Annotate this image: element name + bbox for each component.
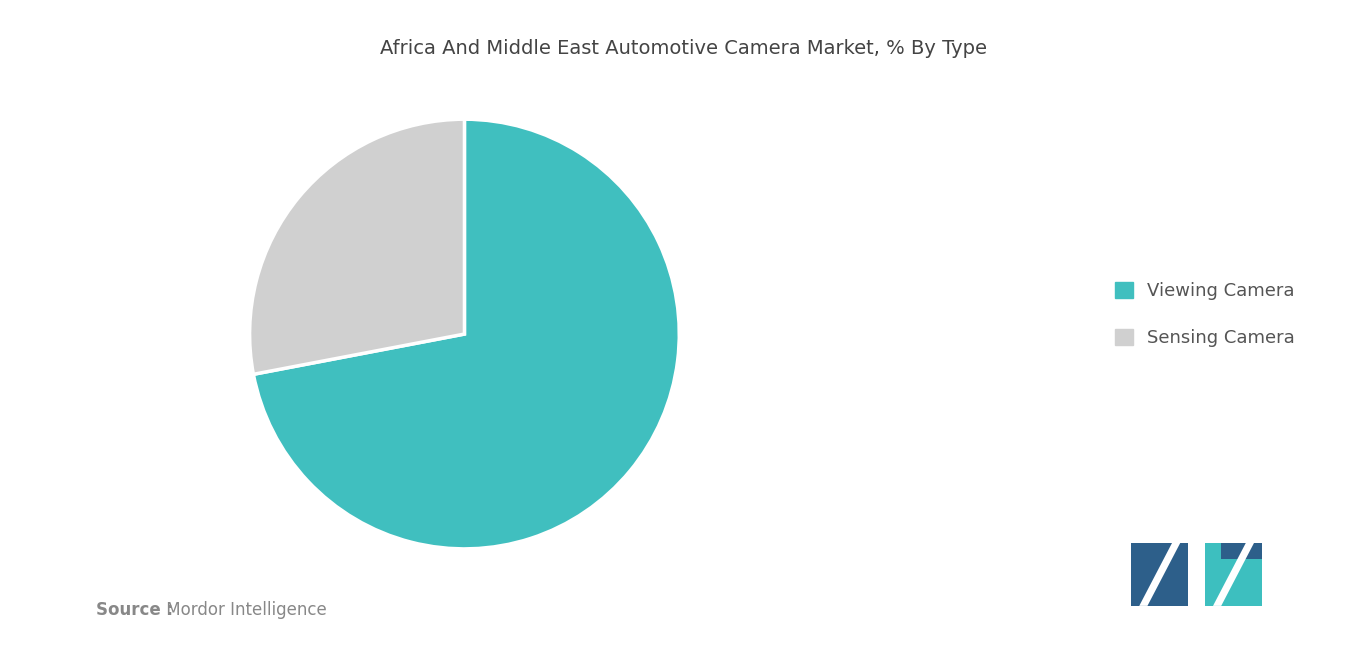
Polygon shape [1131, 543, 1188, 606]
Text: Mordor Intelligence: Mordor Intelligence [161, 601, 326, 619]
Wedge shape [250, 119, 464, 374]
Polygon shape [1139, 543, 1180, 606]
Polygon shape [1221, 543, 1262, 559]
Wedge shape [254, 119, 679, 549]
Text: Source :: Source : [96, 601, 172, 619]
Polygon shape [1213, 543, 1254, 606]
Legend: Viewing Camera, Sensing Camera: Viewing Camera, Sensing Camera [1108, 274, 1302, 354]
Text: Africa And Middle East Automotive Camera Market, % By Type: Africa And Middle East Automotive Camera… [380, 39, 986, 58]
Polygon shape [1205, 543, 1262, 606]
